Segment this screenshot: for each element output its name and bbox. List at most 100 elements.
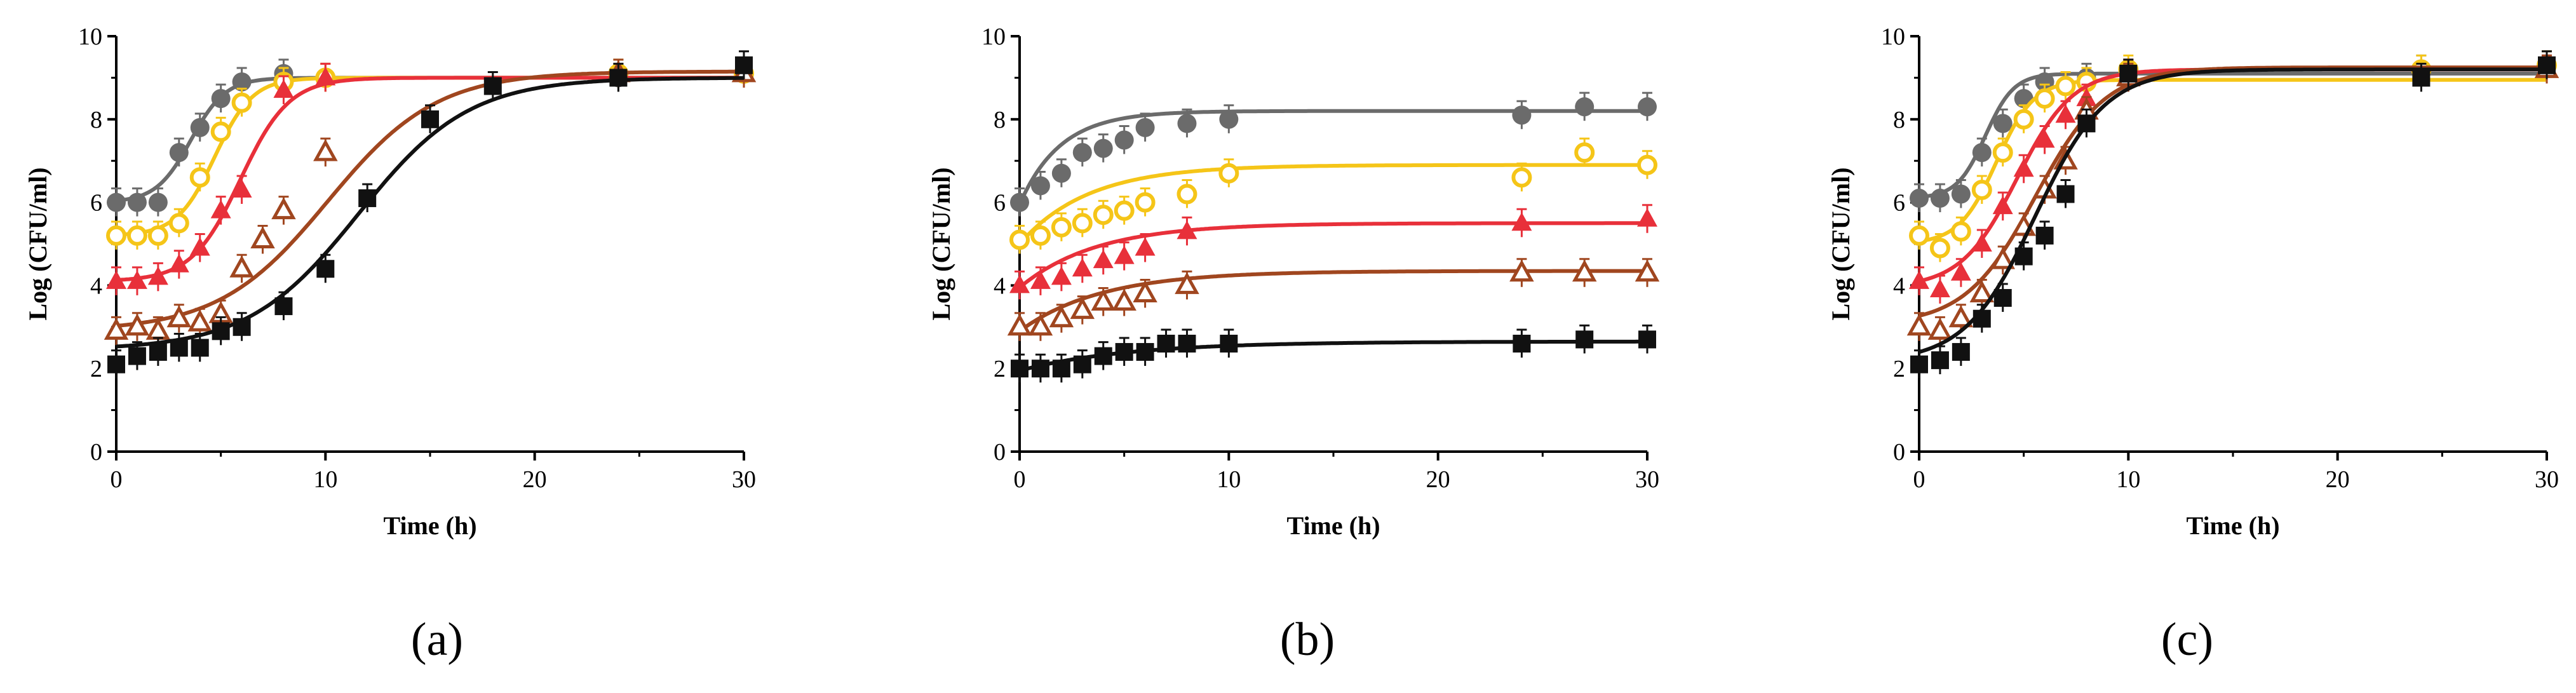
data-point xyxy=(104,318,129,340)
data-point xyxy=(2119,64,2138,83)
fit-curve xyxy=(1019,339,1647,373)
data-point xyxy=(1093,250,1114,269)
data-point xyxy=(1051,163,1071,183)
data-point xyxy=(1969,280,1995,302)
fit-curve xyxy=(1919,67,2547,354)
data-point xyxy=(1114,130,1134,150)
data-point xyxy=(1512,105,1532,125)
data-point xyxy=(2055,76,2076,97)
data-point xyxy=(2056,185,2075,203)
data-point xyxy=(1112,288,1136,311)
y-tick-label: 2 xyxy=(994,356,1006,382)
data-point xyxy=(1049,305,1074,328)
data-point xyxy=(1028,313,1053,336)
fit-curve xyxy=(1018,109,1647,206)
data-point xyxy=(1114,200,1135,221)
x-tick-label: 20 xyxy=(2326,466,2350,493)
data-point xyxy=(212,322,230,340)
data-point xyxy=(126,270,147,289)
data-point xyxy=(191,339,209,357)
data-point xyxy=(1115,343,1133,361)
data-point xyxy=(1931,351,1949,370)
fit-curve xyxy=(116,76,744,237)
x-axis-title: Time (h) xyxy=(1286,511,1380,540)
data-point xyxy=(232,72,252,91)
data-point xyxy=(1993,289,2012,307)
data-point xyxy=(2034,88,2055,109)
y-tick-label: 10 xyxy=(78,24,102,50)
y-tick-label: 10 xyxy=(1881,24,1905,50)
y-tick-label: 0 xyxy=(994,439,1006,466)
y-tick-label: 10 xyxy=(981,24,1006,50)
data-point xyxy=(483,77,502,95)
data-point xyxy=(1950,262,1971,281)
series-c-4 xyxy=(1910,50,2556,379)
data-point xyxy=(2035,72,2054,91)
data-point xyxy=(1073,355,1091,373)
data-point xyxy=(1135,237,1156,256)
y-axis-title: Log (CFU/ml) xyxy=(24,167,52,320)
fit-curve xyxy=(1018,163,1647,245)
fit-curve xyxy=(116,76,744,203)
data-point xyxy=(128,347,146,365)
y-tick-label: 6 xyxy=(1893,190,1905,217)
data-point xyxy=(1177,184,1197,205)
series-b-2 xyxy=(1009,204,1657,300)
y-tick-label: 4 xyxy=(1893,272,1905,299)
x-tick-label: 0 xyxy=(1913,466,1925,493)
x-axis-title: Time (h) xyxy=(383,511,476,540)
y-axis-title: Log (CFU/ml) xyxy=(1826,167,1855,320)
data-point xyxy=(1031,360,1049,378)
data-point xyxy=(2538,56,2556,74)
data-point xyxy=(107,192,126,212)
fit-curve xyxy=(1919,65,2547,318)
data-point xyxy=(1094,347,1112,365)
fit-curve xyxy=(1018,269,1647,333)
data-point xyxy=(1992,196,2013,215)
data-point xyxy=(148,192,168,212)
data-point xyxy=(210,121,231,142)
x-axis-title: Time (h) xyxy=(2186,511,2279,540)
data-point xyxy=(1638,97,1657,117)
data-point xyxy=(1009,229,1030,250)
fit-curve xyxy=(1919,77,2547,243)
data-point xyxy=(1093,205,1114,225)
data-point xyxy=(316,260,335,278)
data-point xyxy=(170,339,188,357)
data-point xyxy=(1927,318,1953,340)
data-point xyxy=(1910,189,1929,208)
series-b-0 xyxy=(1010,91,1657,217)
data-point xyxy=(1133,280,1157,302)
data-point xyxy=(189,237,210,256)
panel-label-c: (c) xyxy=(2161,614,2214,666)
data-point xyxy=(1929,238,1950,259)
series-c-0 xyxy=(1910,50,2556,213)
y-tick-label: 4 xyxy=(90,272,102,299)
data-point xyxy=(1114,245,1135,264)
panel-label-a: (a) xyxy=(410,614,464,666)
data-point xyxy=(147,225,168,246)
y-tick-label: 6 xyxy=(90,190,102,217)
data-point xyxy=(127,192,147,212)
data-point xyxy=(168,213,189,234)
data-point xyxy=(231,178,252,198)
data-point xyxy=(1951,184,1971,204)
data-point xyxy=(1929,278,1950,297)
data-point xyxy=(1574,142,1595,163)
data-point xyxy=(271,197,296,220)
x-tick-label: 30 xyxy=(2535,466,2559,493)
fit-curve xyxy=(1018,221,1647,289)
data-point xyxy=(125,313,150,336)
data-point xyxy=(233,318,251,336)
series-b-1 xyxy=(1009,137,1657,254)
data-point xyxy=(2055,104,2076,123)
data-point xyxy=(1177,114,1197,133)
data-point xyxy=(609,69,628,87)
x-tick-label: 20 xyxy=(1426,466,1450,493)
data-point xyxy=(1072,213,1093,234)
data-point xyxy=(1910,355,1928,373)
data-point xyxy=(1218,163,1239,184)
x-tick-label: 10 xyxy=(1217,466,1241,493)
data-point xyxy=(1930,189,1950,208)
